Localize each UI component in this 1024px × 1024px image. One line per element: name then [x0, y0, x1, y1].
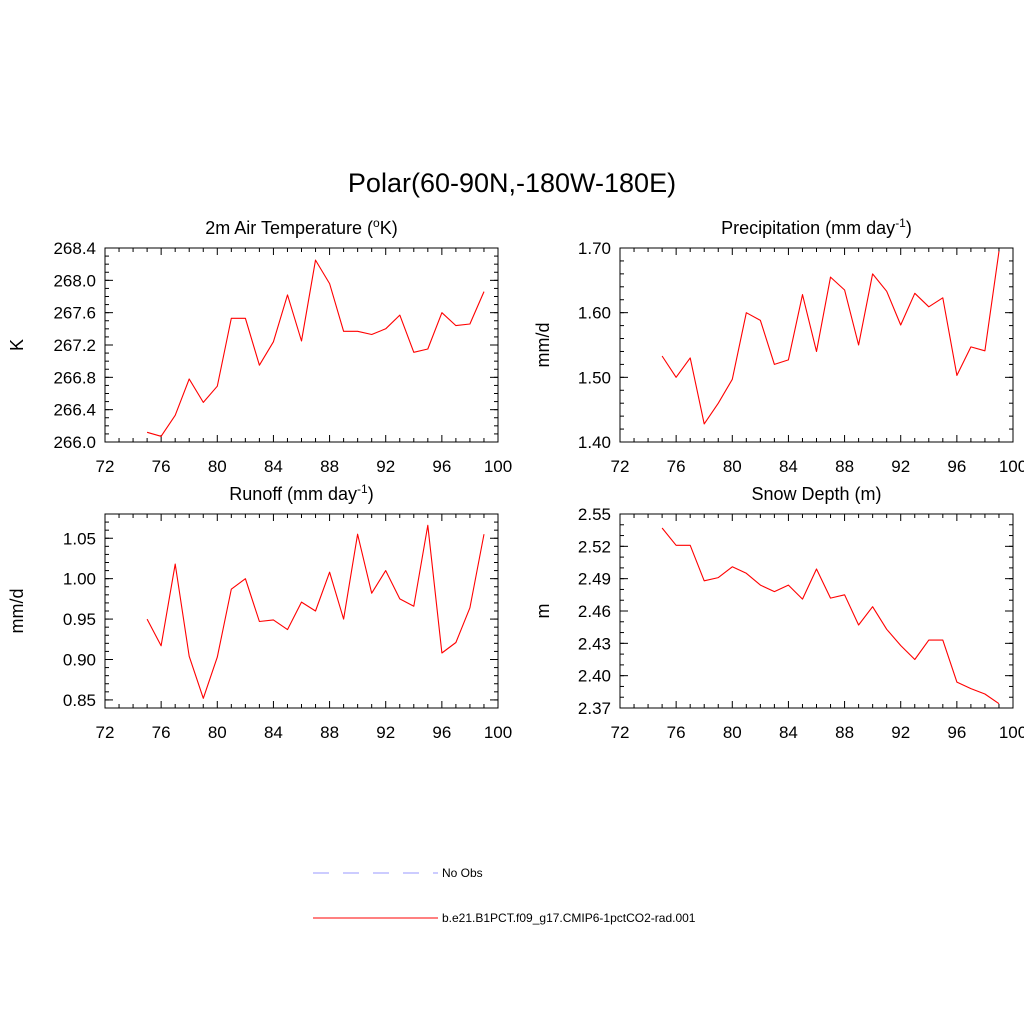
y-tick-label: 1.05 — [63, 529, 96, 548]
x-tick-label: 76 — [667, 457, 686, 476]
panels-group: 72 76 80 84 88 92 96 100 266.0 266.4 266.8 267.2 267… — [7, 216, 1024, 742]
series-line — [661, 527, 1000, 705]
panel-title-tail: K) — [380, 218, 398, 238]
y-tick-label: 1.60 — [578, 304, 611, 323]
series-line — [146, 259, 485, 437]
x-tick-label: 88 — [320, 457, 339, 476]
x-tick-label: 84 — [264, 457, 283, 476]
x-tick-label: 92 — [891, 723, 910, 742]
plot-frame — [104, 247, 499, 443]
x-tick-label: 96 — [947, 723, 966, 742]
page-title: Polar(60-90N,-180W-180E) — [348, 168, 676, 198]
y-tick-label: 1.50 — [578, 368, 611, 387]
panel-title-main: Snow Depth (m) — [751, 484, 881, 504]
panel-title-tail: ) — [906, 218, 912, 238]
x-tick-label: 100 — [999, 457, 1024, 476]
y-tick-label: 2.43 — [578, 634, 611, 653]
y-tick-label: 2.46 — [578, 602, 611, 621]
x-tick-label: 92 — [891, 457, 910, 476]
panel-title-main: Runoff (mm day — [229, 484, 357, 504]
y-tick-label: 266.8 — [53, 368, 96, 387]
y-axis-label: m — [533, 604, 553, 619]
y-tick-label: 2.40 — [578, 667, 611, 686]
x-tick-label: 96 — [947, 457, 966, 476]
plot-frame — [619, 247, 1014, 443]
panel-2: 72 76 80 84 88 92 96 100 1.40 1.50 1.60 1.70 mm/d Pre… — [533, 216, 1024, 476]
panel-title-superscript: o — [373, 216, 380, 230]
y-tick-label: 268.4 — [53, 239, 96, 258]
panel-title-tail: ) — [368, 484, 374, 504]
x-tick-label: 80 — [208, 457, 227, 476]
y-tick-label: 2.37 — [578, 699, 611, 718]
y-tick-label: 0.90 — [63, 651, 96, 670]
y-axis-label: mm/d — [7, 589, 27, 634]
x-tick-label: 72 — [611, 723, 630, 742]
x-tick-label: 88 — [835, 723, 854, 742]
x-tick-label: 72 — [96, 457, 115, 476]
x-tick-label: 80 — [208, 723, 227, 742]
panel-title: Precipitation (mm day-1) — [721, 216, 912, 238]
panel-title-main: 2m Air Temperature ( — [205, 218, 373, 238]
y-tick-label: 2.52 — [578, 537, 611, 556]
y-tick-label: 2.55 — [578, 505, 611, 524]
x-tick-label: 76 — [667, 723, 686, 742]
panel-3: 72 76 80 84 88 92 96 100 0.85 0.90 0.95 1.00 1.05 mm/… — [7, 482, 512, 742]
panel-1: 72 76 80 84 88 92 96 100 266.0 266.4 266.8 267.2 267… — [7, 216, 512, 476]
plot-frame — [619, 513, 1014, 709]
y-tick-label: 266.4 — [53, 401, 96, 420]
panel-title-superscript: -1 — [357, 482, 368, 496]
y-axis-label: mm/d — [533, 323, 553, 368]
x-tick-label: 96 — [432, 457, 451, 476]
y-axis-label: K — [7, 339, 27, 351]
x-tick-label: 72 — [96, 723, 115, 742]
y-tick-label: 1.40 — [578, 433, 611, 452]
y-tick-label: 0.95 — [63, 610, 96, 629]
panel-4: 72 76 80 84 88 92 96 100 2.37 2.40 2.43 2.46 2.49 2.5… — [533, 484, 1024, 742]
legend-label-1: No Obs — [442, 866, 483, 880]
y-tick-label: 1.70 — [578, 239, 611, 258]
y-tick-label: 1.00 — [63, 570, 96, 589]
panel-title-main: Precipitation (mm day — [721, 218, 895, 238]
y-tick-label: 2.49 — [578, 570, 611, 589]
x-tick-label: 100 — [999, 723, 1024, 742]
x-tick-label: 72 — [611, 457, 630, 476]
x-tick-label: 80 — [723, 723, 742, 742]
x-tick-label: 76 — [152, 457, 171, 476]
x-tick-label: 84 — [779, 723, 798, 742]
x-tick-label: 88 — [320, 723, 339, 742]
x-tick-label: 92 — [376, 723, 395, 742]
legend-label-2: b.e21.B1PCT.f09_g17.CMIP6-1pctCO2-rad.00… — [442, 911, 696, 925]
panel-title: Snow Depth (m) — [751, 484, 881, 504]
series-line — [146, 524, 485, 699]
panel-title: 2m Air Temperature (oK) — [205, 216, 397, 238]
series-line — [661, 251, 1000, 425]
x-tick-label: 88 — [835, 457, 854, 476]
y-tick-label: 266.0 — [53, 433, 96, 452]
x-tick-label: 80 — [723, 457, 742, 476]
y-tick-label: 268.0 — [53, 271, 96, 290]
x-tick-label: 100 — [484, 457, 512, 476]
x-tick-label: 84 — [779, 457, 798, 476]
y-tick-label: 267.6 — [53, 304, 96, 323]
legend: No Obs b.e21.B1PCT.f09_g17.CMIP6-1pctCO2-… — [313, 866, 696, 925]
x-tick-label: 92 — [376, 457, 395, 476]
panel-title-superscript: -1 — [895, 216, 906, 230]
x-tick-label: 76 — [152, 723, 171, 742]
x-tick-label: 84 — [264, 723, 283, 742]
x-tick-label: 100 — [484, 723, 512, 742]
panel-title: Runoff (mm day-1) — [229, 482, 373, 504]
y-tick-label: 0.85 — [63, 691, 96, 710]
x-tick-label: 96 — [432, 723, 451, 742]
y-tick-label: 267.2 — [53, 336, 96, 355]
plot-frame — [104, 513, 499, 709]
